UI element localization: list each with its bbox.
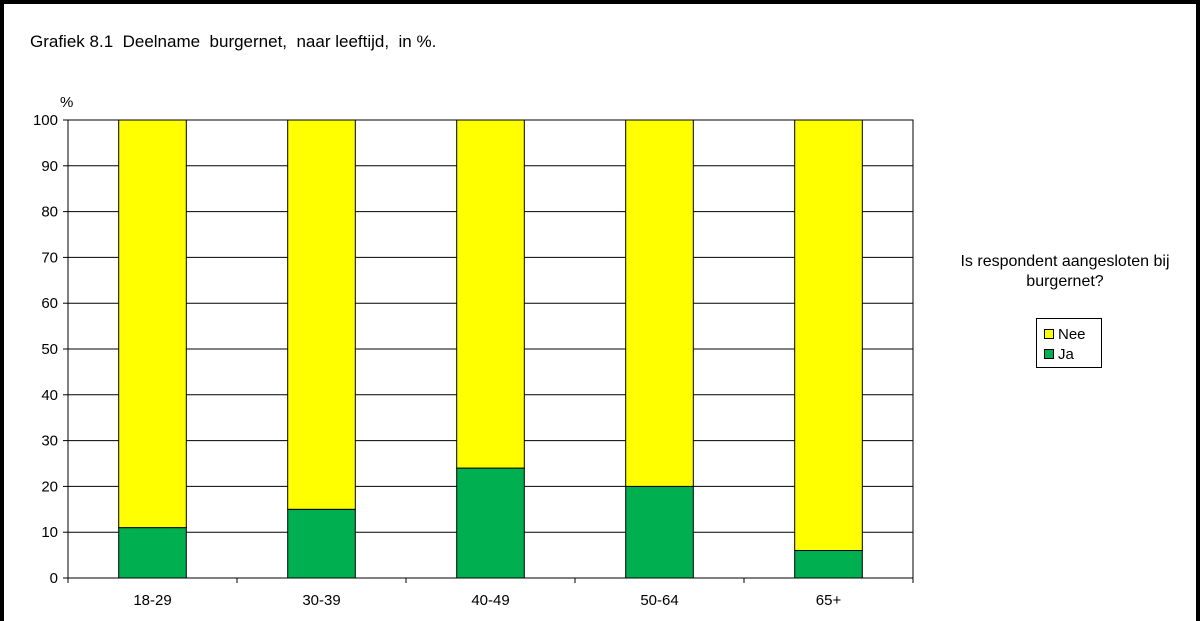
- legend-label-nee: Nee: [1058, 325, 1086, 343]
- bar-ja-40-49: [456, 467, 525, 579]
- y-axis-label: %: [60, 94, 73, 111]
- legend: Nee Ja: [1036, 318, 1102, 368]
- x-tick-label: 40-49: [471, 592, 509, 609]
- y-tick-label: 80: [41, 204, 58, 221]
- y-tick-label: 20: [41, 478, 58, 495]
- x-tick-label: 30-39: [302, 592, 340, 609]
- chart-title: Grafiek 8.1 Deelname burgernet, naar lee…: [30, 32, 437, 51]
- y-tick-label: 50: [41, 341, 58, 358]
- bar-ja-65+: [794, 550, 863, 579]
- legend-item-ja: Ja: [1044, 345, 1074, 363]
- bar-nee-18-29: [118, 119, 187, 529]
- bar-nee-40-49: [456, 119, 525, 469]
- y-tick-label: 0: [50, 570, 58, 587]
- bar-nee-50-64: [625, 119, 694, 487]
- bar-ja-30-39: [287, 508, 356, 579]
- y-tick-label: 10: [41, 524, 58, 541]
- x-tick-label: 18-29: [133, 592, 171, 609]
- bar-ja-18-29: [118, 527, 187, 579]
- legend-swatch-ja: [1044, 349, 1054, 359]
- y-tick-label: 30: [41, 433, 58, 450]
- bar-nee-30-39: [287, 119, 356, 510]
- x-tick-label: 50-64: [640, 592, 678, 609]
- y-tick-label: 90: [41, 158, 58, 175]
- y-tick-label: 70: [41, 249, 58, 266]
- legend-item-nee: Nee: [1044, 325, 1086, 343]
- y-tick-label: 60: [41, 295, 58, 312]
- legend-label-ja: Ja: [1058, 345, 1074, 363]
- legend-title: Is respondent aangesloten bij burgernet?: [960, 253, 1170, 290]
- bar-nee-65+: [794, 119, 863, 552]
- legend-swatch-nee: [1044, 329, 1054, 339]
- y-tick-label: 40: [41, 387, 58, 404]
- x-tick-label: 65+: [816, 592, 842, 609]
- y-tick-label: 100: [33, 112, 58, 129]
- bar-ja-50-64: [625, 485, 694, 579]
- plot-area-border: [67, 119, 914, 579]
